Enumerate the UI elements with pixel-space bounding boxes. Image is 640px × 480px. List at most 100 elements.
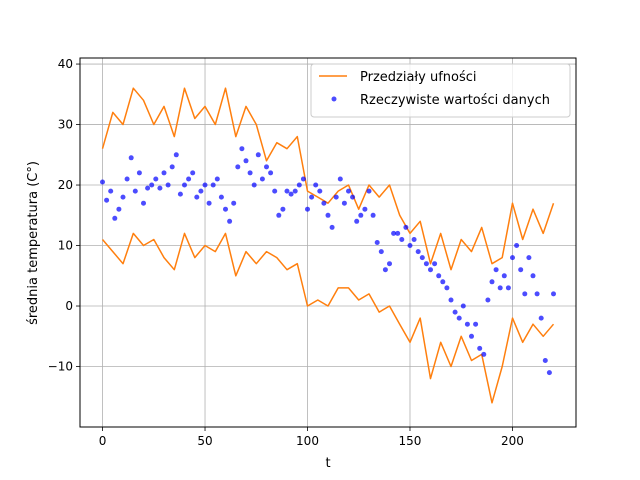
- data-point: [501, 273, 507, 279]
- legend: Przedziały ufności Rzeczywiste wartości …: [310, 63, 571, 118]
- data-point: [526, 255, 532, 261]
- data-point: [100, 179, 105, 185]
- data-point: [374, 240, 380, 245]
- data-point: [403, 224, 409, 230]
- data-point: [280, 206, 286, 212]
- data-point: [395, 230, 401, 236]
- series-layer: [100, 87, 556, 404]
- data-point: [411, 237, 417, 242]
- data-point: [288, 191, 294, 197]
- data-point: [231, 200, 237, 206]
- data-point: [259, 176, 265, 182]
- data-point: [538, 315, 544, 321]
- data-point: [510, 255, 515, 261]
- data-point: [116, 206, 122, 212]
- data-point: [243, 158, 249, 164]
- data-point: [235, 164, 241, 170]
- data-point: [440, 279, 446, 285]
- data-point: [350, 194, 356, 200]
- data-point: [218, 194, 224, 200]
- data-point: [272, 188, 278, 194]
- data-point: [530, 273, 536, 279]
- data-point: [132, 188, 138, 194]
- data-point: [534, 291, 540, 297]
- data-point: [542, 358, 548, 363]
- data-point: [145, 185, 151, 191]
- data-point: [169, 164, 175, 170]
- data-point: [493, 267, 499, 273]
- data-point: [317, 188, 323, 194]
- data-point: [202, 182, 208, 188]
- data-point: [186, 176, 192, 182]
- y-tick-label: 40: [58, 57, 73, 71]
- data-point: [432, 261, 438, 267]
- data-point: [378, 249, 384, 255]
- data-point: [136, 170, 142, 176]
- data-point: [247, 170, 253, 176]
- data-point: [415, 249, 421, 255]
- data-point: [198, 188, 204, 194]
- y-tick-label: 20: [58, 178, 73, 192]
- data-point: [190, 170, 196, 176]
- data-point: [485, 297, 491, 303]
- data-point: [481, 351, 487, 357]
- x-tick-label: 100: [296, 434, 319, 448]
- data-point: [337, 176, 343, 182]
- data-point: [210, 182, 216, 188]
- x-tick-label: 200: [501, 434, 524, 448]
- legend-points-swatch: [331, 96, 337, 102]
- data-point: [419, 255, 425, 261]
- data-point: [104, 197, 110, 203]
- data-point: [153, 176, 159, 182]
- data-point: [227, 218, 233, 224]
- data-point: [366, 188, 372, 194]
- data-point: [321, 200, 327, 206]
- data-point: [284, 188, 290, 194]
- upper-confidence-line: [101, 87, 555, 271]
- data-point: [473, 321, 479, 327]
- data-point: [264, 164, 269, 170]
- data-point: [120, 194, 126, 200]
- data-point: [518, 267, 524, 273]
- data-point: [161, 170, 167, 176]
- ticks: 0 50 100 150 200 −10 0 10 20 30 40: [48, 57, 524, 448]
- legend-frame: [310, 63, 571, 118]
- data-point: [399, 237, 405, 242]
- data-point: [358, 212, 364, 218]
- data-point: [452, 309, 458, 315]
- data-point: [239, 146, 245, 152]
- data-point: [313, 182, 319, 188]
- data-point: [497, 285, 503, 291]
- data-point: [149, 182, 155, 188]
- y-tick-label: 10: [58, 239, 73, 253]
- data-point: [329, 224, 335, 230]
- data-point: [194, 194, 200, 200]
- data-point: [546, 370, 552, 376]
- data-point: [489, 279, 495, 285]
- data-point: [112, 215, 118, 221]
- data-point: [268, 170, 274, 176]
- data-point: [141, 200, 146, 206]
- x-tick-label: 150: [399, 434, 422, 448]
- data-point: [296, 182, 302, 188]
- data-point: [477, 345, 483, 351]
- data-point: [464, 321, 470, 327]
- data-point: [300, 176, 306, 182]
- data-point: [354, 218, 360, 224]
- data-point: [436, 273, 442, 279]
- data-point: [108, 188, 114, 194]
- data-point: [460, 303, 466, 309]
- data-point: [551, 291, 556, 297]
- data-point: [391, 230, 397, 236]
- data-point: [382, 267, 388, 273]
- data-point: [514, 243, 520, 248]
- data-point: [309, 194, 315, 200]
- data-point: [182, 182, 187, 188]
- data-point: [346, 188, 351, 194]
- data-point: [165, 182, 171, 188]
- data-point: [276, 212, 282, 218]
- data-point: [505, 285, 511, 291]
- data-point: [428, 267, 433, 273]
- data-point: [255, 152, 261, 158]
